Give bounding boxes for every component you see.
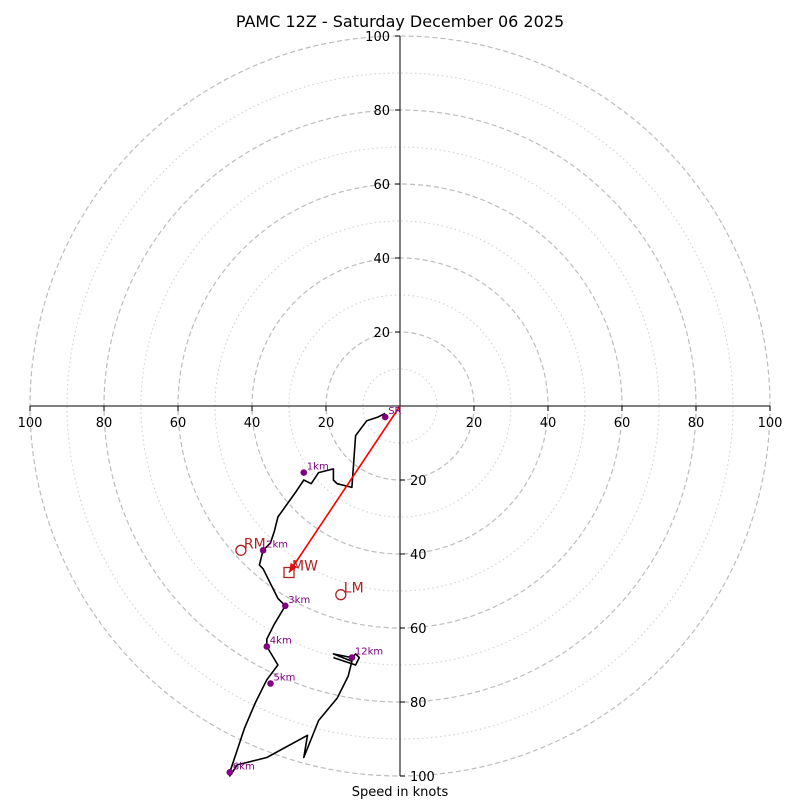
height-marker-label-2km: 2km: [266, 539, 288, 550]
hodograph-trace: [229, 412, 386, 777]
storm-motion-rm-marker: [235, 544, 247, 556]
height-marker-label-5km: 5km: [274, 673, 296, 684]
x-tick-label: 80: [96, 416, 113, 431]
height-marker-label-12km: 12km: [355, 647, 383, 658]
x-axis-label: Speed in knots: [352, 785, 449, 800]
chart-title: PAMC 12Z - Saturday December 06 2025: [236, 12, 564, 31]
tick-labels: 100 80 60 40 20 20 40 60 80 100 20 40 60 80 100 20 40 60 8…: [18, 30, 783, 785]
surface-marker: [381, 413, 389, 421]
height-marker-5km: [267, 680, 274, 687]
y-tick-label-bottom: 20: [410, 474, 427, 489]
storm-motion-lm-marker: [335, 589, 347, 601]
height-marker-3km: [282, 602, 289, 610]
x-tick-label: 100: [758, 416, 783, 431]
height-markers: 1km 2km 3km 4km 5km 6km 12km SR: [226, 406, 402, 776]
x-tick-label: 40: [540, 416, 557, 431]
height-marker-label-6km: 6km: [233, 761, 255, 772]
storm-motion-markers: RM LM MW: [235, 405, 401, 601]
x-tick-label: 20: [466, 416, 483, 431]
y-tick-label: 100: [365, 30, 390, 45]
y-tick-label-bottom: 40: [410, 548, 427, 563]
y-tick-label-bottom: 60: [410, 622, 427, 637]
y-tick-label: 40: [373, 252, 390, 267]
height-marker-label-4km: 4km: [270, 636, 292, 647]
storm-motion-rm-label: RM: [244, 536, 266, 552]
x-tick-label: 20: [318, 416, 335, 431]
y-tick-label: 80: [373, 104, 390, 119]
surface-marker-label: SR: [388, 406, 401, 417]
height-marker-4km: [263, 643, 271, 650]
mean-wind-arrow: [288, 405, 401, 573]
height-marker-label-1km: 1km: [307, 462, 329, 473]
y-tick-label-bottom: 100: [410, 770, 435, 785]
storm-motion-mw-marker: [283, 566, 295, 579]
storm-motion-lm-label: LM: [344, 581, 364, 597]
x-tick-label: 40: [244, 416, 261, 431]
hodograph-line: [229, 412, 386, 777]
storm-motion-mw-label: MW: [292, 559, 318, 575]
height-marker-label-3km: 3km: [288, 595, 310, 606]
height-marker-6km: [226, 769, 234, 776]
y-tick-label-bottom: 80: [410, 696, 427, 711]
height-marker-1km: [300, 469, 308, 476]
x-tick-label: 60: [170, 416, 187, 431]
x-tick-label: 100: [18, 416, 43, 431]
x-tick-label: 80: [688, 416, 705, 431]
y-tick-label: 60: [373, 178, 390, 193]
y-tick-label: 20: [373, 326, 390, 341]
x-tick-label: 60: [614, 416, 631, 431]
height-marker-2km: [259, 547, 267, 554]
height-marker-12km: [348, 654, 356, 661]
